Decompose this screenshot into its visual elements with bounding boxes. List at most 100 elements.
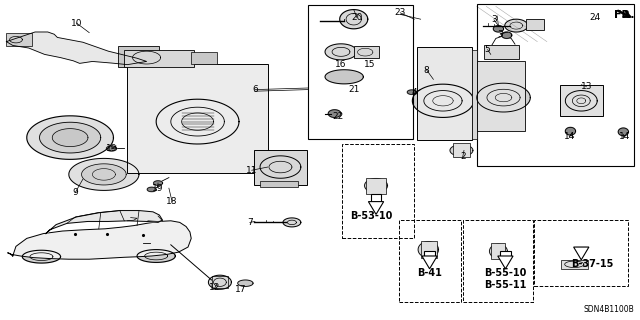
Polygon shape xyxy=(22,250,61,263)
Bar xyxy=(342,144,414,238)
Bar xyxy=(127,64,268,173)
Text: 16: 16 xyxy=(335,60,347,68)
Text: 14: 14 xyxy=(563,132,575,141)
Text: FR.: FR. xyxy=(614,10,635,20)
Text: 18: 18 xyxy=(166,197,178,206)
Text: 9: 9 xyxy=(72,188,78,197)
Polygon shape xyxy=(424,91,462,111)
Bar xyxy=(477,4,634,166)
Bar xyxy=(212,276,228,288)
Bar xyxy=(484,45,520,59)
Polygon shape xyxy=(564,261,584,268)
Text: 19: 19 xyxy=(152,184,163,193)
Polygon shape xyxy=(450,145,473,156)
Text: 11: 11 xyxy=(246,166,257,175)
Bar xyxy=(124,50,195,67)
Text: 22: 22 xyxy=(332,112,344,121)
Polygon shape xyxy=(487,89,520,106)
Text: 14: 14 xyxy=(619,132,630,141)
Polygon shape xyxy=(40,122,100,153)
Polygon shape xyxy=(209,275,232,289)
Polygon shape xyxy=(573,247,589,260)
Bar xyxy=(191,52,217,64)
Bar xyxy=(354,46,380,58)
Text: 3: 3 xyxy=(497,30,503,39)
Text: 23: 23 xyxy=(395,8,406,17)
Polygon shape xyxy=(490,244,508,258)
Text: 20: 20 xyxy=(351,13,363,22)
Text: B-37-15: B-37-15 xyxy=(572,259,614,269)
Polygon shape xyxy=(81,164,126,185)
Polygon shape xyxy=(500,251,511,256)
Bar xyxy=(477,61,525,131)
Bar xyxy=(367,178,386,194)
Bar xyxy=(6,33,32,46)
Polygon shape xyxy=(6,32,147,65)
Polygon shape xyxy=(325,70,364,84)
Bar xyxy=(253,150,307,185)
Text: 3: 3 xyxy=(491,15,497,24)
Polygon shape xyxy=(171,107,225,136)
Text: 12: 12 xyxy=(209,284,220,292)
Polygon shape xyxy=(572,95,590,107)
Text: 7: 7 xyxy=(247,218,253,227)
Polygon shape xyxy=(493,26,504,32)
Polygon shape xyxy=(407,90,416,94)
Bar xyxy=(559,85,603,116)
Polygon shape xyxy=(137,250,175,262)
Polygon shape xyxy=(477,83,531,112)
Text: 8: 8 xyxy=(423,66,429,75)
Bar xyxy=(491,243,505,259)
Polygon shape xyxy=(502,32,512,38)
Polygon shape xyxy=(340,10,368,29)
Bar xyxy=(399,220,461,302)
Polygon shape xyxy=(498,256,513,269)
Bar xyxy=(463,220,533,302)
Text: 17: 17 xyxy=(235,285,246,294)
Text: 24: 24 xyxy=(589,13,600,22)
Bar xyxy=(260,181,298,187)
Polygon shape xyxy=(237,280,253,286)
Polygon shape xyxy=(618,128,628,136)
Bar xyxy=(420,241,436,258)
Polygon shape xyxy=(325,44,357,60)
Polygon shape xyxy=(27,116,113,159)
Bar xyxy=(452,143,470,157)
Bar xyxy=(308,5,413,139)
Polygon shape xyxy=(365,179,387,193)
Polygon shape xyxy=(369,202,384,214)
Text: B-53-10: B-53-10 xyxy=(349,211,392,221)
Polygon shape xyxy=(8,221,191,259)
Polygon shape xyxy=(52,129,88,147)
Text: 13: 13 xyxy=(580,82,592,91)
Text: 6: 6 xyxy=(252,85,258,94)
Bar xyxy=(417,47,472,140)
Polygon shape xyxy=(260,156,301,178)
Polygon shape xyxy=(565,91,597,111)
Bar xyxy=(534,220,628,286)
Polygon shape xyxy=(46,211,163,234)
Polygon shape xyxy=(106,146,116,151)
Polygon shape xyxy=(147,187,156,192)
Polygon shape xyxy=(424,251,435,256)
Bar xyxy=(561,260,588,269)
Polygon shape xyxy=(283,218,301,227)
Text: 10: 10 xyxy=(71,19,82,28)
Text: B-55-11: B-55-11 xyxy=(484,280,527,291)
Polygon shape xyxy=(371,194,381,202)
Polygon shape xyxy=(69,158,139,190)
Polygon shape xyxy=(576,247,586,250)
Text: 4: 4 xyxy=(412,88,417,97)
Polygon shape xyxy=(412,84,474,117)
Polygon shape xyxy=(505,19,528,32)
Polygon shape xyxy=(422,256,437,269)
Text: 19: 19 xyxy=(106,144,117,153)
Text: 2: 2 xyxy=(460,152,465,161)
Polygon shape xyxy=(565,127,575,135)
Text: 5: 5 xyxy=(484,45,490,54)
Text: B-55-10: B-55-10 xyxy=(484,268,527,278)
Text: B-41: B-41 xyxy=(417,268,442,278)
Bar xyxy=(526,19,543,30)
Polygon shape xyxy=(328,110,341,117)
Text: SDN4B1100B: SDN4B1100B xyxy=(584,305,634,314)
